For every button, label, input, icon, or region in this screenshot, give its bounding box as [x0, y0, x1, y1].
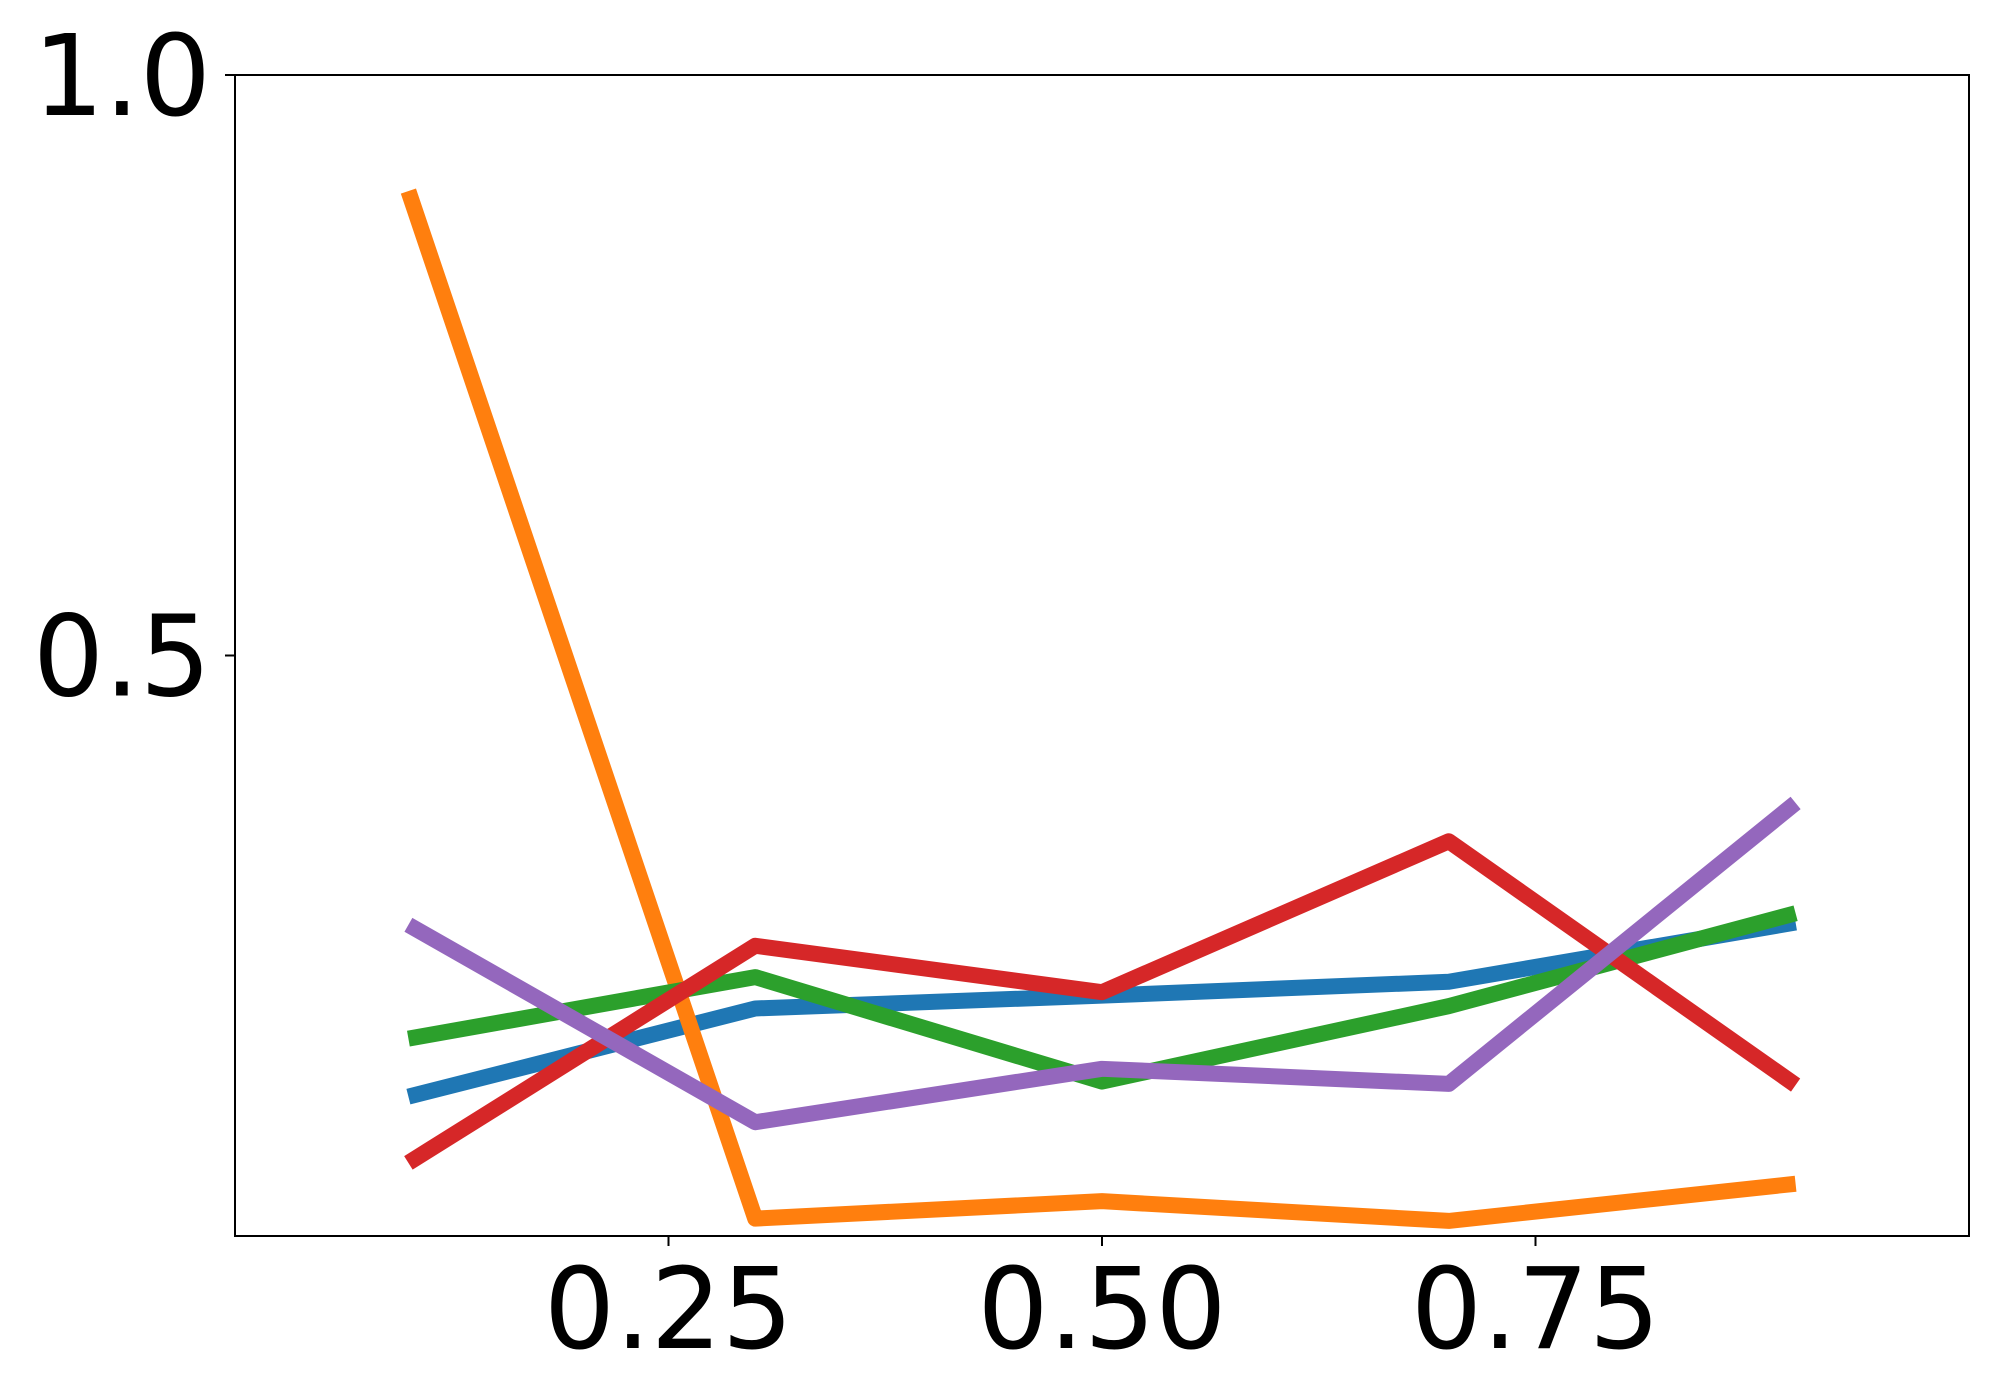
x-tick-label: 0.25: [544, 1245, 793, 1375]
y-tick-label: 0.5: [33, 593, 211, 723]
line-series: [404, 833, 1801, 1170]
y-tick-label: 1.0: [33, 12, 211, 142]
line-series: [407, 905, 1798, 1090]
line-series: [404, 796, 1801, 1131]
line-series: [400, 188, 1797, 1229]
x-tick-label: 0.75: [1411, 1245, 1660, 1375]
x-tick-label: 0.50: [977, 1245, 1226, 1375]
